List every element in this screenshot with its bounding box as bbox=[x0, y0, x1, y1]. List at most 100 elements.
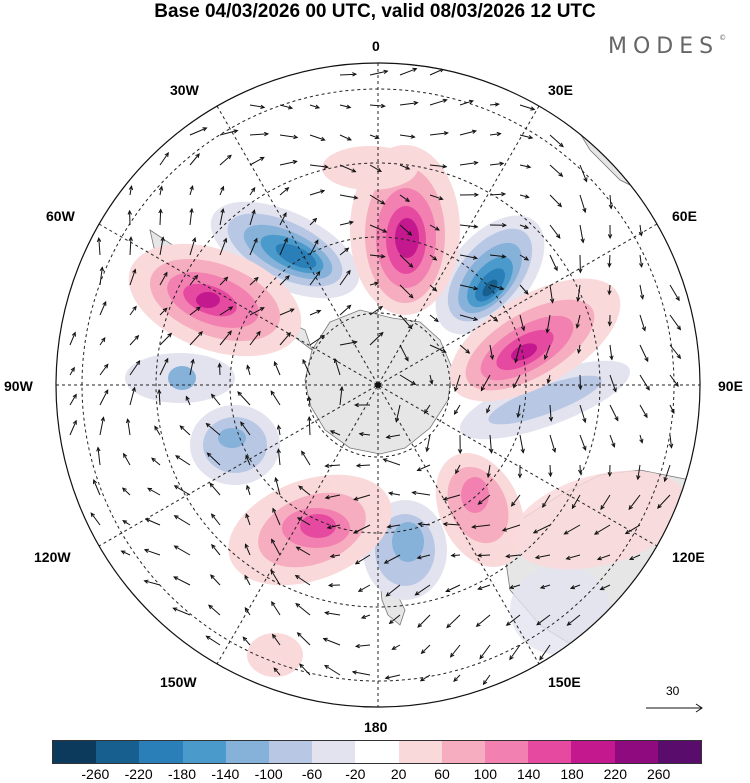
lon-label-120e: 120E bbox=[672, 549, 705, 565]
wind-arrow-head bbox=[609, 355, 614, 361]
wind-arrow bbox=[369, 194, 385, 205]
wind-arrow-head bbox=[442, 98, 448, 103]
wind-arrow bbox=[387, 524, 401, 528]
wind-arrow bbox=[426, 434, 431, 452]
wind-arrow-head bbox=[322, 637, 328, 642]
wind-arrow bbox=[354, 494, 371, 501]
wind-arrow-head bbox=[577, 348, 582, 355]
wind-arrow bbox=[98, 238, 101, 256]
wind-arrow bbox=[429, 68, 444, 76]
wind-arrow-head bbox=[346, 269, 351, 275]
wind-arrow bbox=[399, 68, 417, 76]
wind-arrow bbox=[189, 208, 193, 226]
wind-arrow-head bbox=[499, 286, 505, 291]
wind-arrow bbox=[219, 306, 233, 316]
wind-arrow-head bbox=[173, 515, 179, 520]
wind-arrow-head bbox=[71, 331, 76, 337]
wind-arrow bbox=[219, 186, 224, 196]
wind-arrow bbox=[296, 546, 311, 556]
wind-arrow bbox=[369, 134, 379, 139]
wind-arrow bbox=[121, 550, 131, 556]
wind-arrow bbox=[369, 332, 384, 346]
wind-arrow bbox=[625, 524, 641, 534]
wind-arrow-head bbox=[544, 354, 549, 360]
wind-arrow-head bbox=[378, 331, 384, 337]
wind-arrow bbox=[429, 374, 433, 384]
wind-arrow bbox=[219, 276, 228, 286]
wind-arrow bbox=[129, 335, 139, 346]
wind-arrow bbox=[459, 162, 478, 166]
lon-label-150w: 150W bbox=[160, 674, 197, 690]
wind-arrow-head bbox=[553, 266, 558, 272]
colorbar-swatch bbox=[312, 741, 356, 763]
wind-arrow bbox=[639, 404, 648, 418]
wind-arrow bbox=[369, 164, 382, 172]
lon-label-60e: 60E bbox=[672, 208, 697, 224]
colorbar-tick-label: -20 bbox=[345, 766, 366, 782]
wind-arrow bbox=[477, 554, 491, 557]
wind-arrow-head bbox=[164, 152, 169, 158]
wind-arrow-head bbox=[295, 546, 301, 551]
wind-arrow bbox=[389, 492, 401, 496]
colorbar-swatch bbox=[139, 741, 183, 763]
wind-arrow-head bbox=[358, 432, 364, 437]
wind-arrow-head bbox=[103, 363, 109, 369]
colorbar-tick-label: 20 bbox=[390, 766, 407, 782]
wind-arrow bbox=[608, 284, 611, 295]
wind-arrow-head bbox=[222, 237, 228, 243]
wind-arrow bbox=[566, 554, 581, 560]
wind-arrow-head bbox=[324, 664, 330, 670]
wind-arrow bbox=[97, 447, 101, 466]
wind-arrow bbox=[399, 284, 414, 299]
colorbar-tick-label: 260 bbox=[646, 766, 671, 782]
wind-arrow bbox=[309, 271, 321, 286]
wind-arrow-head bbox=[99, 266, 105, 272]
wind-arrow-head bbox=[357, 587, 363, 592]
wind-arrow-head bbox=[319, 334, 325, 340]
wind-arrow-head bbox=[271, 601, 276, 607]
wind-arrow bbox=[240, 421, 251, 436]
wind-arrow bbox=[539, 644, 551, 660]
wind-arrow-head bbox=[282, 211, 287, 218]
wind-arrow-head bbox=[195, 153, 200, 159]
wind-arrow bbox=[249, 238, 258, 256]
wind-arrow-head bbox=[315, 270, 321, 276]
wind-arrow-head bbox=[351, 168, 357, 173]
wind-arrow-head bbox=[546, 378, 551, 385]
wind-arrow bbox=[219, 154, 232, 166]
wind-arrow-head bbox=[548, 472, 553, 478]
wind-arrow-head bbox=[70, 366, 75, 372]
wind-arrow-head bbox=[352, 340, 358, 345]
wind-arrow-head bbox=[339, 385, 344, 392]
wind-arrow bbox=[549, 464, 552, 477]
wind-arrow bbox=[244, 607, 251, 616]
wind-arrow bbox=[309, 335, 325, 346]
wind-arrow-head bbox=[441, 348, 447, 353]
wind-arrow-head bbox=[173, 545, 179, 550]
wind-arrow bbox=[479, 644, 491, 659]
wind-arrow-head bbox=[505, 553, 511, 559]
wind-arrow-head bbox=[638, 262, 644, 268]
wind-arrow bbox=[476, 614, 491, 627]
wind-arrow bbox=[277, 425, 281, 436]
wind-arrow-head bbox=[510, 501, 516, 507]
wind-arrow-head bbox=[296, 517, 302, 522]
wind-arrow-head bbox=[102, 300, 107, 306]
wind-arrow bbox=[478, 584, 491, 590]
wind-arrow bbox=[297, 632, 311, 646]
colorbar bbox=[52, 740, 702, 764]
wind-arrow-head bbox=[307, 395, 312, 401]
colorbar-swatch bbox=[398, 741, 442, 763]
wind-arrow-head bbox=[287, 105, 294, 110]
wind-arrow bbox=[511, 494, 521, 507]
wind-arrow bbox=[579, 434, 587, 451]
wind-arrow-head bbox=[472, 255, 479, 260]
wind-arrow bbox=[279, 212, 287, 226]
wind-arrow bbox=[519, 314, 525, 331]
wind-arrow-head bbox=[123, 452, 128, 458]
wind-arrow bbox=[399, 102, 418, 106]
wind-arrow-head bbox=[449, 652, 455, 658]
wind-arrow-head bbox=[593, 530, 599, 535]
wind-arrow bbox=[489, 103, 499, 106]
wind-arrow-head bbox=[536, 620, 542, 626]
